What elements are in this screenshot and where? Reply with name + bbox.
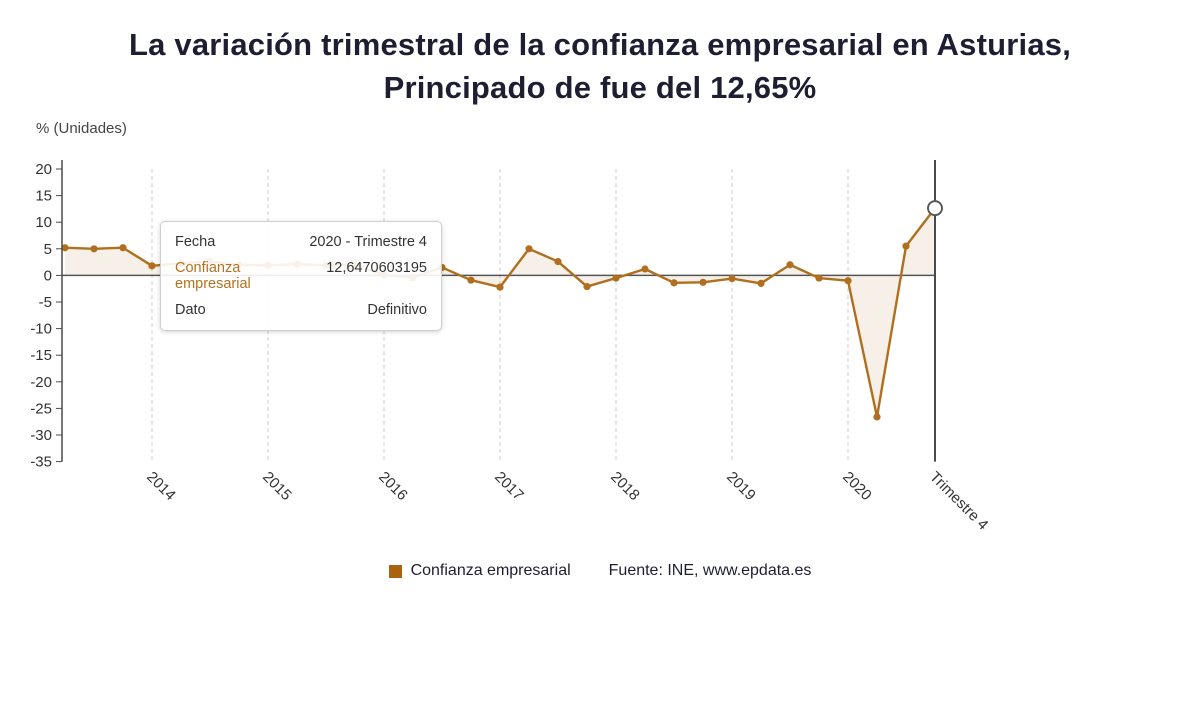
data-point[interactable] — [148, 262, 156, 270]
data-point[interactable] — [496, 283, 504, 291]
x-tick-label: 2017 — [491, 468, 527, 504]
y-axis-unit-label: % (Unidades) — [36, 120, 127, 137]
data-point[interactable] — [61, 244, 69, 252]
chart-title-line1: La variación trimestral de la confianza … — [128, 27, 1072, 62]
tooltip-fecha-label: Fecha — [175, 234, 216, 250]
data-point[interactable] — [583, 282, 591, 291]
data-point[interactable] — [90, 245, 98, 253]
source-text: Fuente: INE, www.epdata.es — [608, 562, 812, 579]
x-tick-label: 2016 — [375, 468, 411, 504]
data-point[interactable] — [119, 244, 127, 252]
y-tick-label: -15 — [30, 347, 52, 364]
highlighted-point[interactable] — [927, 200, 943, 217]
y-tick-label: -35 — [30, 454, 52, 471]
x-tick-label: 2020 — [839, 468, 875, 504]
y-tick-label: -20 — [30, 374, 52, 391]
chart-title-line2: Principado de fue del 12,65% — [383, 69, 817, 105]
y-tick-label: 5 — [44, 241, 52, 258]
y-tick-label: -5 — [39, 294, 52, 311]
y-tick-label: 10 — [35, 214, 52, 231]
x-tick-label: 2014 — [143, 468, 179, 504]
tooltip-series-value: 12,6470603195 — [326, 260, 427, 276]
chart-tooltip: Fecha 2020 - Trimestre 4 Confianza empre… — [160, 221, 442, 331]
y-tick-label: 20 — [35, 161, 52, 178]
tooltip-dato-label: Dato — [175, 302, 206, 318]
data-point[interactable] — [815, 274, 823, 282]
x-tick-label: Trimestre 4 — [926, 468, 991, 533]
tooltip-row-fecha: Fecha 2020 - Trimestre 4 — [175, 234, 427, 250]
y-tick-label: -30 — [30, 427, 52, 444]
data-point[interactable] — [757, 279, 765, 287]
legend-swatch-icon — [388, 564, 402, 578]
x-tick-label: 2015 — [259, 468, 295, 504]
data-point[interactable] — [699, 278, 707, 286]
tooltip-series-label: Confianza empresarial — [175, 260, 251, 292]
data-point[interactable] — [902, 242, 910, 250]
legend-label: Confianza empresarial — [410, 562, 571, 579]
y-tick-label: 15 — [35, 188, 52, 205]
data-point[interactable] — [641, 265, 649, 273]
tooltip-fecha-value: 2020 - Trimestre 4 — [309, 234, 427, 250]
data-point[interactable] — [670, 279, 678, 287]
data-point[interactable] — [728, 274, 736, 283]
data-point[interactable] — [554, 257, 562, 266]
x-tick-label: 2018 — [607, 468, 643, 504]
data-point[interactable] — [525, 245, 533, 253]
x-tick-label: 2019 — [723, 468, 759, 504]
tooltip-dato-value: Definitivo — [367, 302, 427, 318]
data-point[interactable] — [844, 277, 852, 285]
legend-item-confianza[interactable]: Confianza empresarial — [388, 562, 571, 580]
tooltip-row-series: Confianza empresarial 12,6470603195 — [175, 260, 427, 292]
data-point[interactable] — [873, 413, 881, 421]
chart-title: La variación trimestral de la confianza … — [0, 24, 1200, 110]
data-point[interactable] — [786, 261, 794, 269]
y-tick-label: -25 — [30, 400, 52, 417]
data-point[interactable] — [612, 274, 620, 282]
y-tick-label: 0 — [44, 267, 52, 284]
chart-legend: Confianza empresarial Fuente: INE, www.e… — [0, 562, 1200, 580]
data-point[interactable] — [467, 276, 475, 284]
tooltip-row-dato: Dato Definitivo — [175, 302, 427, 318]
y-tick-label: -10 — [30, 321, 52, 338]
